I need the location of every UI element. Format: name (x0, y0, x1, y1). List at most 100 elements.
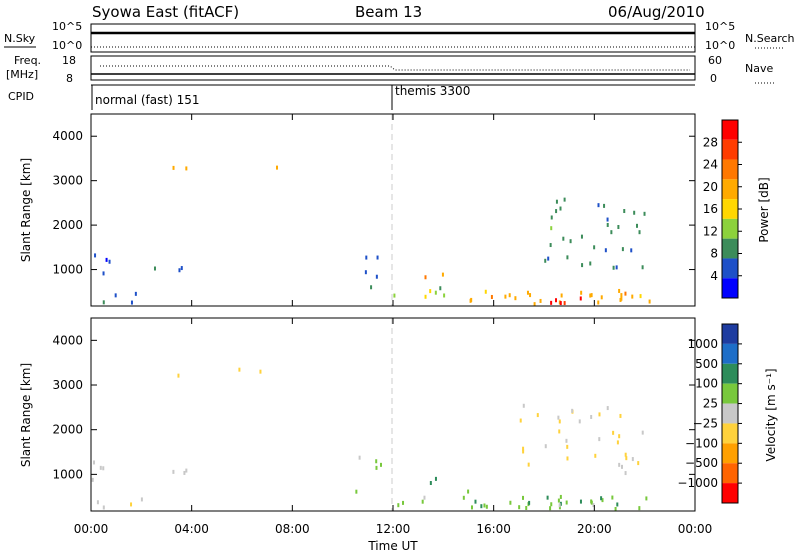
power-frame (90, 113, 696, 307)
velocity-cell (550, 502, 553, 507)
power-cell (617, 224, 620, 229)
power-cell (393, 293, 396, 298)
power-cell (648, 299, 651, 304)
power-cell (549, 243, 552, 248)
power-cell (589, 293, 592, 298)
velocity-cell (565, 500, 568, 505)
power-cell (550, 300, 553, 305)
velocity-colorbar-swatch (722, 324, 738, 344)
velocity-cell (559, 501, 562, 506)
cpid-mode-1: normal (fast) 151 (95, 93, 199, 107)
power-cell (550, 226, 553, 231)
power-cell (597, 300, 600, 305)
velocity-cell (379, 462, 382, 467)
power-cell (562, 236, 565, 241)
power-cell (544, 258, 547, 263)
velocity-cell (566, 444, 569, 449)
power-colorbar-swatch (722, 159, 738, 180)
power-colorbar-tick-label: 20 (703, 180, 718, 194)
power-cell (633, 210, 636, 215)
velocity-cell (618, 462, 621, 467)
power-cell (526, 290, 529, 295)
velocity-cell (618, 434, 621, 439)
power-cell (603, 203, 606, 208)
velocity-colorbar-swatch (722, 483, 738, 503)
nave-trace (100, 65, 690, 71)
velocity-cell (625, 456, 628, 461)
power-cell (641, 265, 644, 270)
velocity-y-tick-label: 1000 (52, 467, 83, 481)
velocity-heatmap (91, 367, 648, 511)
velocity-cell (566, 456, 569, 461)
nsky-tick-top: 10^5 (52, 20, 82, 33)
velocity-colorbar-swatch (722, 463, 738, 484)
velocity-cell (402, 500, 405, 505)
velocity-y-tick-label: 4000 (52, 333, 83, 347)
power-cell (504, 294, 507, 299)
freq-label-line1: Freq. (14, 54, 41, 67)
power-cell (623, 209, 626, 214)
velocity-cell (130, 502, 133, 507)
cpid-mode-2: themis 3300 (395, 84, 470, 98)
power-colorbar-swatch (722, 179, 738, 200)
velocity-cell (462, 495, 465, 500)
power-cell (508, 293, 511, 298)
power-cell (638, 230, 641, 235)
velocity-colorbar-tick-label: −500 (685, 456, 718, 470)
x-tick-label: 08:00 (275, 522, 310, 536)
velocity-cell (558, 505, 561, 510)
x-tick-label: 00:00 (678, 522, 713, 536)
power-cell (618, 288, 621, 293)
power-cell (370, 285, 373, 290)
nave-tick-top: 60 (708, 54, 722, 67)
velocity-cell (631, 457, 634, 462)
power-cell (589, 261, 592, 266)
power-colorbar-swatch (722, 278, 738, 298)
power-y-tick-label: 4000 (52, 129, 83, 143)
power-cell (180, 266, 183, 271)
power-cell (624, 291, 627, 296)
power-y-tick-label: 3000 (52, 174, 83, 188)
velocity-cell (140, 497, 143, 502)
power-colorbar-swatch (722, 139, 738, 160)
power-cell (593, 245, 596, 250)
velocity-cell (519, 418, 522, 423)
velocity-cell (423, 495, 426, 500)
velocity-cell (525, 505, 528, 510)
power-cell (429, 289, 432, 294)
velocity-cell (601, 498, 604, 503)
velocity-cell (522, 495, 525, 500)
power-cell (134, 291, 137, 296)
velocity-cell (102, 466, 105, 471)
velocity-y-tick-label: 2000 (52, 423, 83, 437)
power-cell (276, 165, 279, 170)
velocity-cell (557, 498, 560, 503)
velocity-y-axis: 4000 3000 2000 1000 (52, 333, 695, 481)
power-colorbar-swatch (722, 218, 738, 239)
velocity-colorbar-label: Velocity [m s⁻¹] (764, 368, 778, 461)
power-cell (94, 253, 97, 258)
power-cell (424, 294, 427, 299)
power-cell (514, 296, 517, 301)
velocity-cell (527, 462, 530, 467)
velocity-colorbar-frame (721, 323, 739, 504)
date-title: 06/Aug/2010 (608, 3, 705, 21)
velocity-cell (594, 453, 597, 458)
velocity-cell (375, 459, 378, 464)
velocity-cell (474, 499, 477, 504)
velocity-cell (637, 461, 640, 466)
freq-panel: Freq. [MHz] 18 8 60 0 Nave (6, 54, 775, 85)
power-colorbar-tick-label: 24 (703, 158, 718, 172)
velocity-cell (238, 367, 241, 372)
velocity-cell (592, 503, 595, 508)
power-cell (620, 293, 623, 298)
velocity-y-label: Slant Range [km] (19, 363, 33, 467)
power-cell (364, 270, 367, 275)
velocity-colorbar-swatch (722, 423, 738, 444)
velocity-cell (544, 444, 547, 449)
velocity-cell (558, 503, 561, 508)
velocity-cell (522, 403, 525, 408)
power-colorbar-swatch (722, 120, 738, 140)
power-colorbar-swatch (722, 238, 738, 259)
